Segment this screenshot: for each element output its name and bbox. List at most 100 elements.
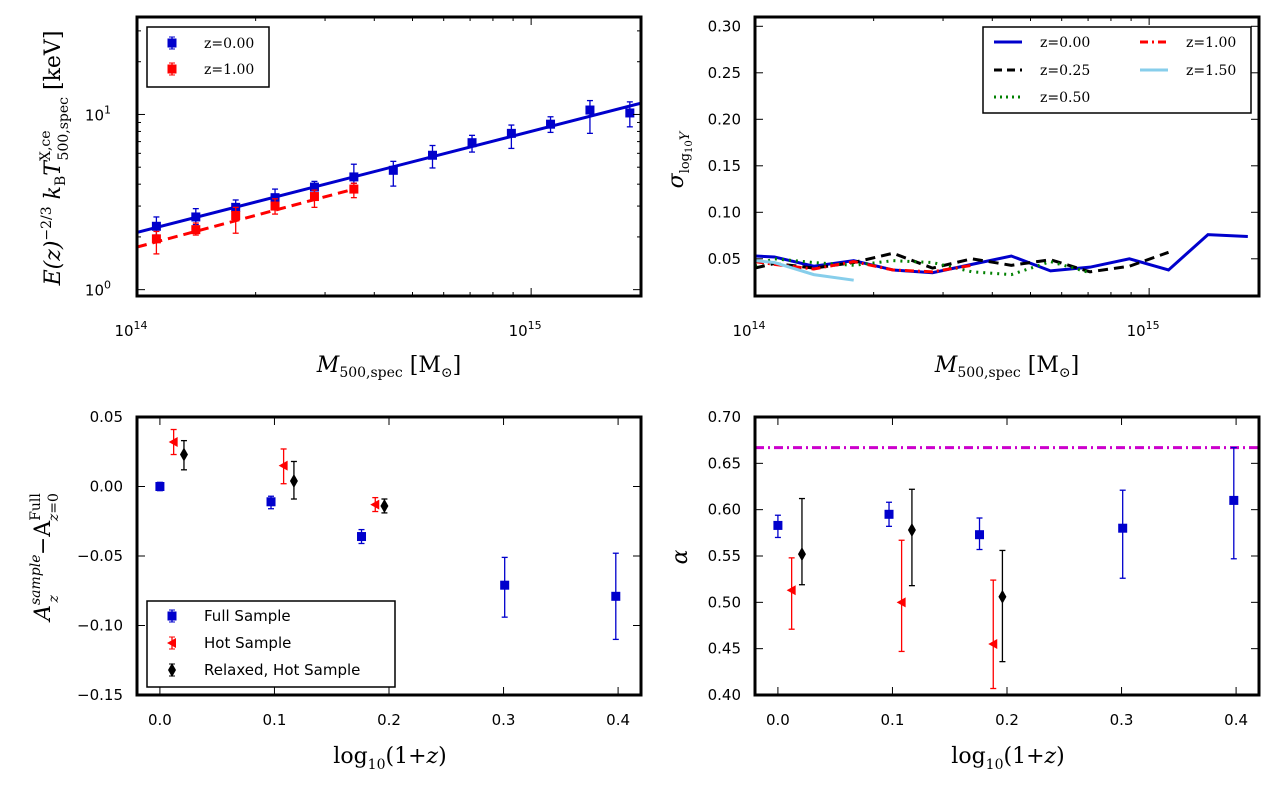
p4-ytick-label: 0.60 (708, 501, 741, 519)
p4-xtick-label: 0.3 (1110, 711, 1134, 729)
p3-hot-sample-point (168, 437, 178, 448)
p3-legend-label-relaxed: Relaxed, Hot Sample (204, 661, 360, 679)
p3-legend-marker-full (167, 609, 177, 623)
p3-legend-marker-relaxed (168, 663, 176, 677)
p1-z-1-00-point (349, 184, 359, 194)
p1-legend-marker-z0 (167, 36, 177, 50)
p3-ytick-label: −0.15 (77, 686, 123, 704)
p2-legend-box (982, 26, 1252, 114)
p1-z-0-00-point (427, 150, 437, 160)
p2-ylabel: σlog10Y (664, 130, 695, 188)
p1-z-1-00-point (191, 225, 201, 235)
p1-z-0-00-point (349, 172, 359, 182)
p3-relaxed-hot-sample-point (289, 473, 298, 488)
p3-full-sample-series (155, 481, 621, 641)
p3-full-sample-point (611, 591, 621, 601)
p1-z-0-00-point (467, 138, 477, 148)
p3-legend-marker-hot (167, 636, 176, 650)
p4-full-sample-point (1229, 495, 1239, 505)
p1-z-1-00-point (151, 234, 161, 244)
p4-axes-frame (753, 415, 1261, 697)
p1-legend-label-z0: z=0.00 (204, 36, 254, 52)
p4-hot-sample-point (988, 639, 998, 650)
p4-full-sample-point (975, 530, 985, 540)
p1-ytick-label: 100 (85, 279, 111, 300)
p4-hot-sample-errorbar (898, 539, 905, 653)
p4-hot-sample-errorbar (788, 557, 795, 630)
p3-full-sample-point (266, 497, 276, 507)
p2-legend-label-z000: z=0.00 (1040, 35, 1090, 51)
p2-legend: z=0.00 z=0.25 z=0.50 z=1.00 z=1.50 (982, 26, 1252, 114)
p1-z-1-00-point (231, 211, 241, 221)
p2-legend-label-z150: z=1.50 (1186, 63, 1236, 79)
p3-ytick-label: −0.05 (77, 547, 123, 565)
p1-z-0-00-point (309, 182, 319, 192)
p2-xlabel: M500,spec [M⊙] (934, 353, 1079, 381)
p3-full-sample-point (500, 580, 510, 590)
p3-hot-sample-point (370, 499, 380, 510)
p2-marks (755, 233, 1248, 282)
p4-ytick-label: 0.40 (708, 686, 741, 704)
p2-legend-label-z100: z=1.00 (1186, 35, 1236, 51)
p4-full-sample-point (1118, 523, 1128, 533)
p4-hot-sample-point (896, 597, 906, 608)
p4-xtick-label: 0.2 (995, 711, 1019, 729)
p1-marks (137, 99, 641, 255)
p2-z-1-00-line (755, 260, 973, 274)
p3-full-sample-point (357, 532, 367, 542)
p1-ytick-label: 101 (85, 103, 111, 124)
p4-relaxed-hot-sample-errorbar (999, 549, 1006, 663)
p2-ytick-label: 0.30 (708, 17, 741, 35)
p1-legend: z=0.00 z=1.00 (146, 26, 270, 88)
p1-z-0-00-point (585, 105, 595, 115)
p3-legend-label-hot: Hot Sample (204, 634, 291, 652)
p3-xlabel: log10(1+z) (333, 744, 446, 773)
p2-z-0-00-line (755, 233, 1248, 275)
p1-xtick-label: 1015 (509, 319, 542, 340)
p2-ytick-label: 0.05 (708, 250, 741, 268)
p4-xtick-label: 0.4 (1224, 711, 1248, 729)
p3-legend: Full Sample Hot Sample Relaxed, Hot Samp… (146, 600, 396, 688)
p1-z-0-00-point (625, 108, 635, 118)
p1-z-1-00-point (309, 192, 319, 202)
p2-ytick-label: 0.25 (708, 64, 741, 82)
panel-slope-redshift: 0.0 0.1 0.2 0.3 0.4 0.40 0.45 0.50 0.55 0.60 0.65 0… (668, 408, 1261, 773)
panel-temperature-mass: 1014 1015 100 101 M500,spec [M⊙] E(z)−2/3 k… (38, 15, 643, 381)
p4-relaxed-hot-sample-point (907, 523, 916, 538)
p2-ytick-label: 0.10 (708, 203, 741, 221)
p2-axes-frame (753, 15, 1261, 298)
p3-hot-sample-series (168, 428, 380, 513)
p2-legend-label-z025: z=0.25 (1040, 63, 1090, 79)
p3-ticks: 0.0 0.1 0.2 0.3 0.4 −0.15 −0.10 −0.05 0.00 0.05 (77, 408, 641, 729)
p3-legend-label-full: Full Sample (204, 607, 291, 625)
p3-relaxed-hot-sample-point (380, 498, 389, 513)
p4-full-sample-point (773, 520, 783, 530)
p3-ylabel: Asample z−AFull z=0 (28, 493, 62, 623)
p3-relaxed-hot-sample-series (179, 439, 389, 514)
p3-marks (155, 428, 621, 641)
p4-ytick-label: 0.55 (708, 547, 741, 565)
panel-scatter-mass: 1014 1015 0.05 0.10 0.15 0.20 0.25 0.30 M500,sp… (664, 15, 1261, 381)
p1-xtick-label: 1014 (114, 319, 147, 340)
p3-plot-area (155, 428, 621, 641)
p1-plot-area (137, 99, 641, 255)
p2-ytick-label: 0.20 (708, 110, 741, 128)
p2-plot-area (755, 233, 1248, 282)
p1-ylabel: E(z)−2/3 kBTX,ce 500,spec [keV] (38, 31, 72, 287)
p4-relaxed-hot-sample-series (797, 488, 1007, 663)
p4-full-sample-point (884, 509, 894, 519)
p3-axes-frame (135, 415, 643, 697)
p3-xtick-label: 0.2 (377, 711, 401, 729)
p3-ytick-label: 0.00 (90, 478, 123, 496)
p2-z-1-50-line (755, 259, 854, 282)
p4-xtick-label: 0.1 (881, 711, 905, 729)
p3-ytick-label: −0.10 (77, 617, 123, 635)
p1-z-0-00-point (270, 193, 280, 203)
p4-relaxed-hot-sample-point (797, 547, 806, 562)
p1-z-0-00-point (191, 212, 201, 222)
p1-axes-frame (135, 15, 643, 298)
p3-full-sample-point (155, 482, 165, 491)
p4-relaxed-hot-sample-errorbar (798, 497, 805, 586)
p2-xtick-label: 1014 (732, 319, 765, 340)
